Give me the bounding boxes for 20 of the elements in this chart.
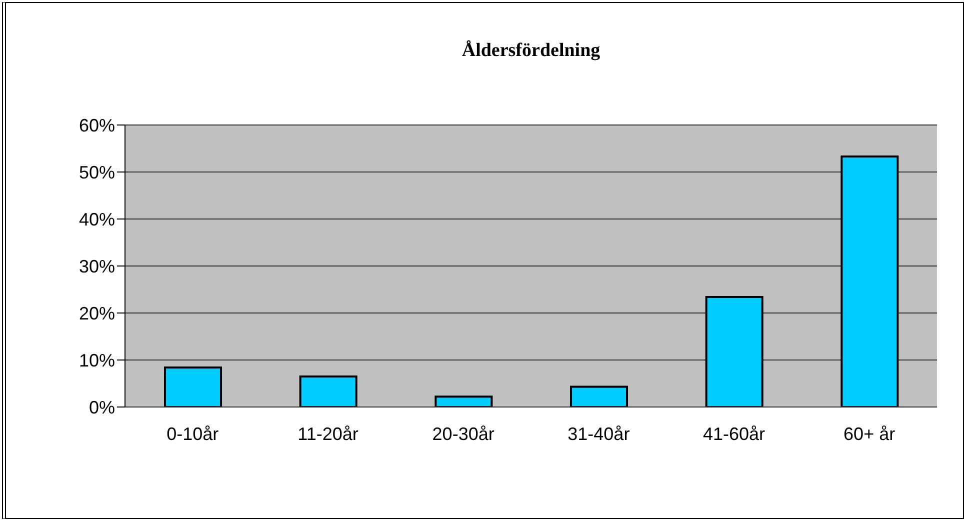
bar <box>705 296 764 407</box>
bar <box>299 375 358 407</box>
y-tick-label: 30% <box>78 256 115 276</box>
x-tick-label: 0-10år <box>166 424 219 444</box>
y-tick-label: 60% <box>78 115 115 136</box>
y-tick-label: 10% <box>78 350 115 370</box>
bar <box>434 396 493 407</box>
bar <box>570 386 628 407</box>
y-tick-label: 20% <box>78 303 115 324</box>
y-tick-label: 40% <box>78 209 115 230</box>
bar <box>840 155 899 407</box>
chart-title: Åldersfördelning <box>460 40 602 62</box>
bar <box>164 366 222 407</box>
x-tick-label: 31-40år <box>568 424 630 444</box>
x-tick-label: 41-60år <box>702 424 766 444</box>
x-tick-label: 11-20år <box>298 424 358 444</box>
x-tick-label: 20-30år <box>432 424 494 444</box>
x-tick-label: 60+ år <box>844 424 896 444</box>
y-tick-label: 0% <box>88 397 115 418</box>
y-tick-label: 50% <box>78 162 115 182</box>
